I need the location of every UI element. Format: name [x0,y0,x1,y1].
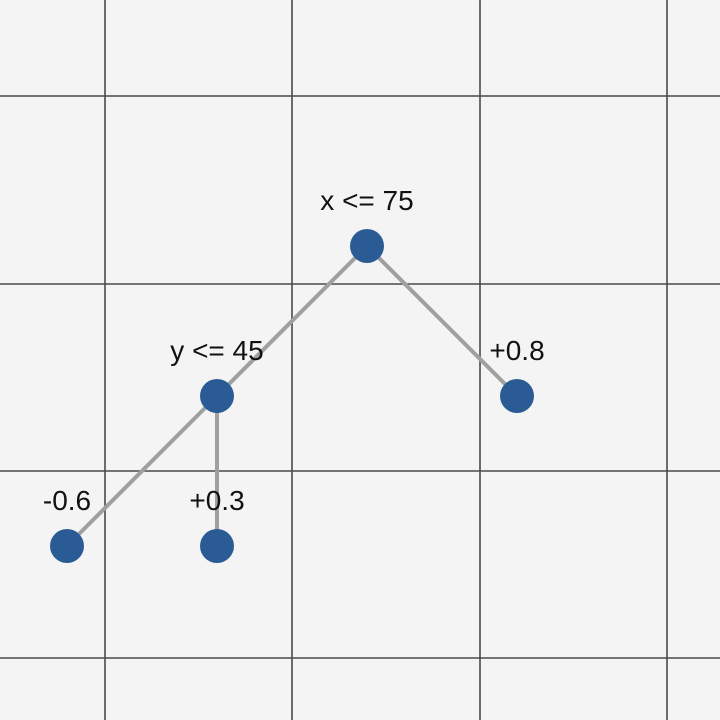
node-root [350,229,384,263]
tree-labels: x <= 75 y <= 45 +0.8 -0.6 +0.3 [43,185,545,516]
node-label-root: x <= 75 [320,185,413,216]
node-right [500,379,534,413]
tree-edges [65,244,519,548]
edge-left-to-leaf-ll [65,394,219,548]
edge-root-to-right [365,244,519,398]
node-leaf-lr [200,529,234,563]
node-label-left: y <= 45 [170,335,263,366]
node-label-leaf-lr: +0.3 [189,485,244,516]
node-label-leaf-ll: -0.6 [43,485,91,516]
node-left [200,379,234,413]
node-label-right: +0.8 [489,335,544,366]
tree-nodes [50,229,534,563]
edge-root-to-left [215,244,369,398]
node-leaf-ll [50,529,84,563]
